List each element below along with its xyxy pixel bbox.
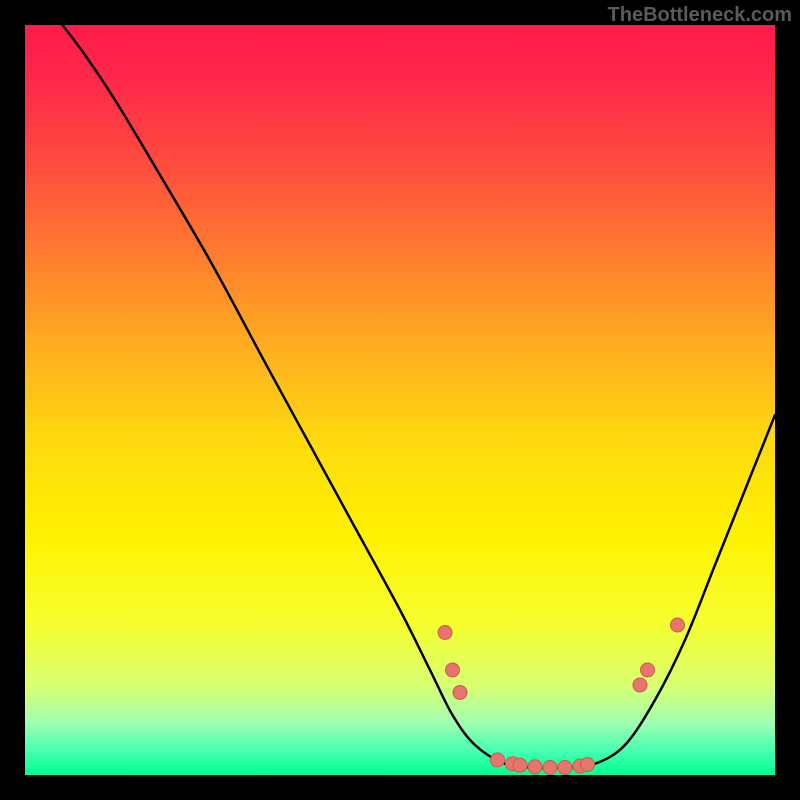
data-marker xyxy=(543,761,557,775)
data-marker xyxy=(581,758,595,772)
watermark-text: TheBottleneck.com xyxy=(608,4,792,27)
data-marker xyxy=(513,758,527,772)
data-marker xyxy=(641,663,655,677)
data-marker xyxy=(528,760,542,774)
data-marker xyxy=(453,686,467,700)
data-marker xyxy=(438,626,452,640)
data-marker xyxy=(633,678,647,692)
data-markers xyxy=(25,25,775,775)
data-marker xyxy=(671,618,685,632)
data-marker xyxy=(446,663,460,677)
data-marker xyxy=(491,753,505,767)
chart-container: TheBottleneck.com xyxy=(0,0,800,800)
data-marker xyxy=(558,761,572,775)
